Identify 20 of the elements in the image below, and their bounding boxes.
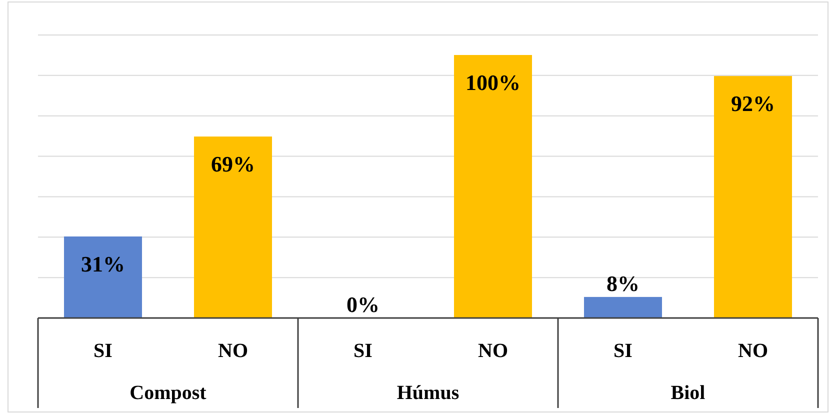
bar	[714, 76, 792, 318]
text: Compost	[130, 382, 207, 404]
data-label: 69%	[211, 152, 255, 177]
data-label: 100%	[466, 70, 520, 95]
x-tick-label: NO	[738, 340, 768, 362]
bar	[454, 55, 532, 318]
data-label: 92%	[731, 91, 775, 116]
x-tick-label: SI	[614, 340, 633, 362]
text: Húmus	[396, 382, 460, 404]
text: Biol	[670, 382, 706, 404]
data-label: 0%	[346, 292, 380, 317]
bar	[584, 296, 662, 318]
x-tick-label: SI	[354, 340, 373, 362]
data-label: 31%	[81, 251, 125, 276]
x-tick-label: NO	[478, 340, 508, 362]
bar	[64, 236, 142, 318]
x-tick-label: SI	[94, 340, 113, 362]
data-label: 8%	[606, 270, 640, 296]
bar	[194, 136, 272, 318]
x-tick-label: NO	[218, 340, 248, 362]
